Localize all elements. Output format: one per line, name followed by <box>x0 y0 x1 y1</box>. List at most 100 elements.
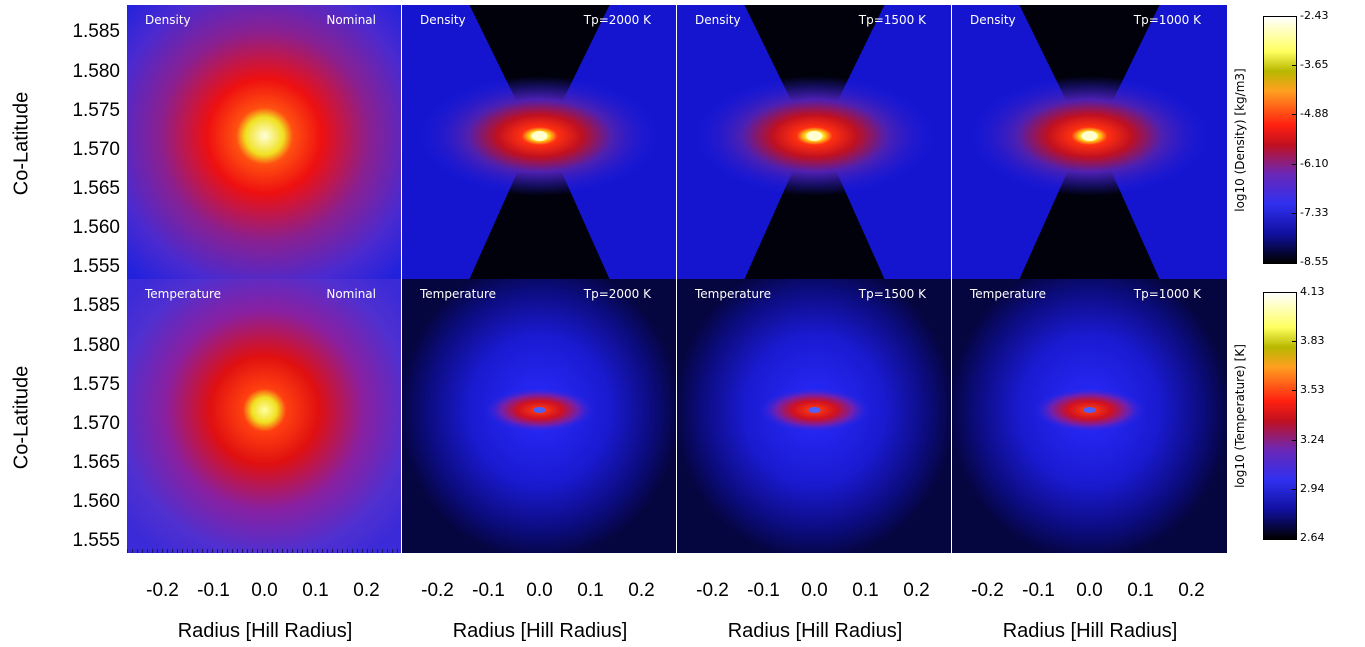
panel-separator <box>951 5 952 553</box>
x-tick-label: 0.2 <box>903 580 930 601</box>
x-tick-label: -0.2 <box>146 580 179 601</box>
colorbar-tick <box>1292 538 1297 539</box>
y-tick-label: 1.570 <box>72 412 120 434</box>
x-tick-label: -0.1 <box>1022 580 1055 601</box>
colorbar-tick <box>1292 65 1297 67</box>
panel-case-label: Tp=2000 K <box>583 13 651 27</box>
temperature-core <box>127 279 402 553</box>
x-tick-label: 0.0 <box>1076 580 1103 601</box>
panel-quantity-label: Temperature <box>420 287 497 301</box>
y-tick-label: 1.560 <box>72 217 120 239</box>
colorbar-tick <box>1292 262 1297 263</box>
panel-quantity-label: Density <box>970 13 1016 27</box>
heatmap-image <box>952 5 1227 279</box>
y-tick-label: 1.585 <box>72 295 120 317</box>
colorbar-tick-label: -2.43 <box>1300 9 1329 22</box>
colorbar-tick <box>1292 341 1297 343</box>
colorbar-tick <box>1292 390 1297 392</box>
dark-cone-bottom <box>1019 136 1160 279</box>
y-tick-label: 1.585 <box>72 21 120 43</box>
panel-case-label: Tp=1500 K <box>858 13 926 27</box>
colorbar-tick <box>1292 212 1297 214</box>
panel-case-label: Nominal <box>326 287 376 301</box>
panel-separator <box>401 5 402 553</box>
density-core <box>127 5 402 279</box>
panel-separator <box>676 5 677 553</box>
y-tick-label: 1.575 <box>72 373 120 395</box>
panel-case-label: Tp=2000 K <box>583 287 651 301</box>
x-axis-label: Radius [Hill Radius] <box>452 620 628 642</box>
x-tick-label: -0.2 <box>971 580 1004 601</box>
panel-quantity-label: Temperature <box>970 287 1047 301</box>
y-tick-label: 1.560 <box>72 491 120 513</box>
colorbar-tick-label: 3.53 <box>1300 383 1325 397</box>
y-tick-label: 1.580 <box>72 334 120 356</box>
x-tick-label: 0.2 <box>1178 580 1205 601</box>
colorbar-tick-label: -8.55 <box>1300 255 1329 268</box>
panel-case-label: Tp=1000 K <box>1133 13 1201 27</box>
x-tick-label: -0.1 <box>747 580 780 601</box>
x-axis-label: Radius [Hill Radius] <box>177 620 353 642</box>
colorbar-tick <box>1292 114 1297 116</box>
colorbar-tick-label: 3.24 <box>1300 432 1325 446</box>
x-tick-label: 0.1 <box>302 580 329 601</box>
colorbar-tick-label: 2.94 <box>1300 481 1325 495</box>
panel-quantity-label: Density <box>145 13 191 27</box>
panel-case-label: Tp=1000 K <box>1133 287 1201 301</box>
heatmap-panel: Density Nominal <box>127 5 402 279</box>
colorbar-tick-label: 4.13 <box>1300 285 1325 298</box>
density-peak <box>531 131 548 141</box>
x-axis-label: Radius [Hill Radius] <box>727 620 903 642</box>
colorbar-tick-label: -3.65 <box>1300 58 1329 72</box>
dark-cone-top <box>1019 5 1160 136</box>
panel-case-label: Tp=1500 K <box>858 287 926 301</box>
heatmap-image <box>127 279 402 553</box>
colorbar-label: log10 (Density) [kg/m3] <box>1233 68 1247 212</box>
x-tick-label: -0.1 <box>197 580 230 601</box>
colorbar-tick-label: -7.33 <box>1300 205 1329 219</box>
x-axis-ticks <box>127 549 402 553</box>
heatmap-image <box>677 279 952 553</box>
x-tick-label: 0.1 <box>577 580 604 601</box>
y-tick-label: 1.555 <box>72 256 120 278</box>
y-tick-label: 1.575 <box>72 99 120 121</box>
temperature-center <box>533 407 546 413</box>
colorbar-tick-label: 2.64 <box>1300 531 1325 544</box>
heatmap-image <box>402 279 677 553</box>
colorbar-tick-label: -4.88 <box>1300 107 1329 121</box>
y-axis-label: Co-Latitude <box>10 91 33 196</box>
dark-cone-bottom <box>469 136 610 279</box>
x-tick-label: 0.0 <box>251 580 278 601</box>
heatmap-panel: Temperature Tp=1000 K <box>952 279 1227 553</box>
dark-cone-top <box>744 5 885 136</box>
colorbar-tick-label: -6.10 <box>1300 156 1329 170</box>
y-tick-label: 1.565 <box>72 451 120 473</box>
y-axis-label: Co-Latitude <box>10 365 33 470</box>
heatmap-panel: Temperature Tp=2000 K <box>402 279 677 553</box>
dark-cone-bottom <box>744 136 885 279</box>
panel-quantity-label: Density <box>695 13 741 27</box>
colorbar-label: log10 (Temperature) [K] <box>1233 344 1247 488</box>
density-peak <box>1081 131 1098 141</box>
colorbar <box>1263 16 1297 264</box>
x-tick-label: 0.1 <box>1127 580 1154 601</box>
heatmap-image <box>952 279 1227 553</box>
panel-case-label: Nominal <box>326 13 376 27</box>
y-tick-label: 1.570 <box>72 138 120 160</box>
x-tick-label: 0.0 <box>801 580 828 601</box>
x-tick-label: -0.2 <box>696 580 729 601</box>
x-tick-label: 0.0 <box>526 580 553 601</box>
colorbar-tick-label: 3.83 <box>1300 334 1325 348</box>
dark-cone-top <box>469 5 610 136</box>
heatmap-image <box>677 5 952 279</box>
x-tick-label: 0.1 <box>852 580 879 601</box>
y-tick-label: 1.580 <box>72 60 120 82</box>
heatmap-panel: Temperature Tp=1500 K <box>677 279 952 553</box>
x-tick-label: 0.2 <box>628 580 655 601</box>
heatmap-panel: Density Tp=1000 K <box>952 5 1227 279</box>
colorbar-tick <box>1292 488 1297 490</box>
temperature-center <box>808 407 821 413</box>
heatmap-panel: Temperature Nominal <box>127 279 402 553</box>
y-tick-label: 1.555 <box>72 530 120 552</box>
